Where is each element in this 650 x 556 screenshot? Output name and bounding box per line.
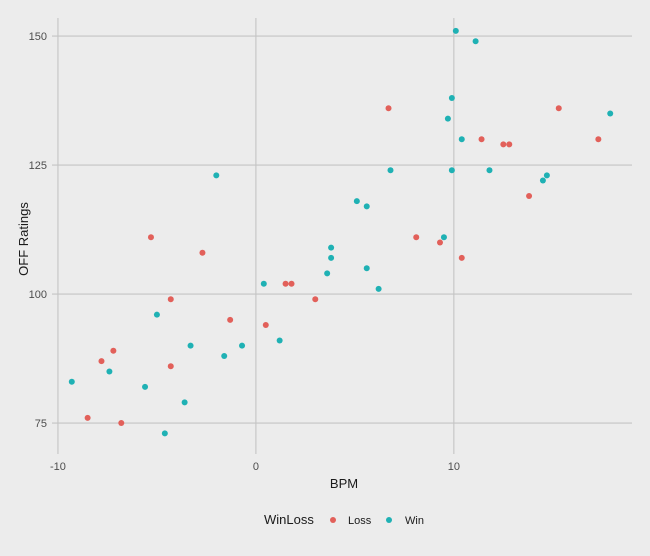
legend: WinLoss Loss Win bbox=[264, 512, 424, 527]
point-win bbox=[181, 399, 188, 406]
point-loss bbox=[555, 105, 562, 112]
point-loss bbox=[118, 420, 125, 427]
point-win bbox=[213, 172, 220, 179]
point-win bbox=[161, 430, 168, 437]
point-win bbox=[324, 270, 331, 277]
point-loss bbox=[147, 234, 154, 241]
point-loss bbox=[227, 316, 234, 323]
point-win bbox=[328, 254, 335, 261]
point-win bbox=[106, 368, 113, 375]
point-loss bbox=[500, 141, 507, 148]
point-win bbox=[276, 337, 283, 344]
point-win bbox=[375, 285, 382, 292]
point-win bbox=[239, 342, 246, 349]
x-tick-label: 0 bbox=[253, 461, 259, 473]
point-win bbox=[353, 198, 360, 205]
point-loss bbox=[282, 280, 289, 287]
point-loss bbox=[385, 105, 392, 112]
point-win bbox=[448, 167, 455, 174]
point-loss bbox=[478, 136, 485, 143]
point-loss bbox=[199, 249, 206, 256]
point-loss bbox=[595, 136, 602, 143]
y-tick-label: 125 bbox=[29, 160, 47, 172]
point-win bbox=[440, 234, 447, 241]
point-win bbox=[444, 115, 451, 122]
point-loss bbox=[288, 280, 295, 287]
point-loss bbox=[436, 239, 443, 246]
point-win bbox=[68, 378, 75, 385]
y-tick-label: 100 bbox=[29, 289, 47, 301]
point-loss bbox=[458, 254, 465, 261]
point-loss bbox=[413, 234, 420, 241]
tick-labels: 75 100 125 150 -10 0 10 bbox=[29, 31, 460, 473]
gridlines bbox=[52, 18, 632, 454]
point-win bbox=[486, 167, 493, 174]
point-loss bbox=[98, 358, 105, 365]
point-win bbox=[363, 203, 370, 210]
x-tick-label: 10 bbox=[448, 461, 460, 473]
point-loss bbox=[526, 193, 533, 200]
point-win bbox=[187, 342, 194, 349]
point-loss bbox=[110, 347, 117, 354]
point-win bbox=[153, 311, 160, 318]
point-loss bbox=[167, 363, 174, 370]
data-points bbox=[68, 27, 614, 437]
y-tick-label: 150 bbox=[29, 31, 47, 43]
point-loss bbox=[84, 414, 91, 421]
legend-label-loss: Loss bbox=[348, 515, 372, 527]
point-win bbox=[363, 265, 370, 272]
point-win bbox=[328, 244, 335, 251]
point-win bbox=[458, 136, 465, 143]
point-win bbox=[452, 27, 459, 34]
point-loss bbox=[506, 141, 513, 148]
point-win bbox=[387, 167, 394, 174]
legend-title: WinLoss bbox=[264, 512, 314, 527]
x-axis-title: BPM bbox=[330, 476, 358, 491]
y-axis-title: OFF Ratings bbox=[16, 202, 31, 276]
point-win bbox=[260, 280, 267, 287]
x-tick-label: -10 bbox=[50, 461, 66, 473]
point-win bbox=[472, 38, 479, 45]
y-tick-label: 75 bbox=[35, 418, 47, 430]
point-loss bbox=[167, 296, 174, 303]
point-loss bbox=[262, 322, 269, 329]
legend-key-win bbox=[386, 517, 392, 523]
point-loss bbox=[312, 296, 319, 303]
point-win bbox=[539, 177, 546, 184]
point-win bbox=[142, 383, 149, 390]
point-win bbox=[221, 352, 228, 359]
point-win bbox=[607, 110, 614, 117]
point-win bbox=[448, 94, 455, 101]
legend-label-win: Win bbox=[405, 515, 424, 527]
point-win bbox=[543, 172, 550, 179]
legend-key-loss bbox=[330, 517, 336, 523]
